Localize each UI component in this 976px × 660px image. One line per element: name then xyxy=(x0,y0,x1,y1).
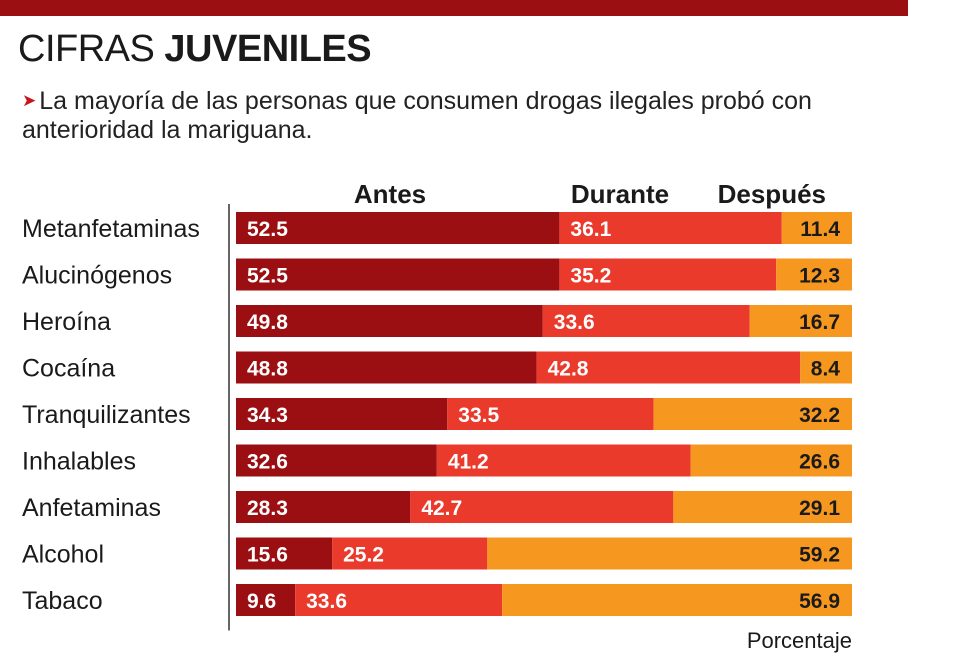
bar-tabaco-durante xyxy=(295,584,503,616)
bar-cocaina-durante xyxy=(536,351,801,384)
data-label-alucinogenos-antes: 52.5 xyxy=(247,265,288,288)
bar-alcohol-despues xyxy=(487,537,852,570)
bar-cocaina-despues xyxy=(800,351,852,384)
subtitle-text: La mayoría de las personas que consumen … xyxy=(22,87,812,144)
data-label-metanfetaminas-durante: 36.1 xyxy=(570,218,611,241)
data-label-tabaco-antes: 9.6 xyxy=(247,590,276,613)
bar-tabaco-despues xyxy=(502,584,852,616)
data-label-cocaina-despues: 8.4 xyxy=(811,358,841,381)
category-label-inhalables: Inhalables xyxy=(22,448,136,476)
unit-label: Porcentaje xyxy=(747,628,852,653)
category-label-metanfetaminas: Metanfetaminas xyxy=(22,215,200,243)
data-label-inhalables-despues: 26.6 xyxy=(799,451,840,474)
data-label-cocaina-antes: 48.8 xyxy=(247,358,288,381)
arrow-icon: ➤ xyxy=(22,91,37,110)
bar-tranquilizantes-antes xyxy=(236,398,448,430)
data-label-heroina-antes: 49.8 xyxy=(247,311,288,334)
subtitle: ➤ La mayoría de las personas que consumen… xyxy=(22,86,882,145)
top-accent-bar xyxy=(0,0,908,16)
data-label-metanfetaminas-antes: 52.5 xyxy=(247,218,288,241)
data-label-anfetaminas-antes: 28.3 xyxy=(247,497,288,520)
data-label-tranquilizantes-antes: 34.3 xyxy=(247,404,288,427)
data-label-alucinogenos-despues: 12.3 xyxy=(799,265,840,288)
bar-alucinogenos-despues xyxy=(776,258,852,291)
data-label-heroina-durante: 33.6 xyxy=(554,311,595,334)
category-label-tranquilizantes: Tranquilizantes xyxy=(22,401,191,429)
category-label-tabaco: Tabaco xyxy=(22,587,103,615)
bar-heroina-durante xyxy=(542,305,750,337)
data-label-tabaco-durante: 33.6 xyxy=(306,590,347,613)
bar-metanfetaminas-despues xyxy=(781,212,852,244)
series-header-despues: Después xyxy=(718,179,826,209)
category-label-anfetaminas: Anfetaminas xyxy=(22,494,161,522)
bar-alucinogenos-durante xyxy=(559,258,777,291)
bar-metanfetaminas-antes xyxy=(236,212,560,244)
bar-metanfetaminas-durante xyxy=(559,212,782,244)
data-label-anfetaminas-despues: 29.1 xyxy=(799,497,840,520)
data-label-cocaina-durante: 42.8 xyxy=(548,358,589,381)
data-label-heroina-despues: 16.7 xyxy=(799,311,840,334)
data-label-tranquilizantes-despues: 32.2 xyxy=(799,404,840,427)
bar-tabaco-antes xyxy=(236,584,296,616)
bar-heroina-antes xyxy=(236,305,543,337)
data-label-inhalables-antes: 32.6 xyxy=(247,451,288,474)
bar-alcohol-antes xyxy=(236,537,333,570)
bar-inhalables-antes xyxy=(236,444,437,477)
category-label-cocaina: Cocaína xyxy=(22,355,115,383)
bar-cocaina-antes xyxy=(236,351,537,384)
bar-anfetaminas-durante xyxy=(410,491,674,523)
series-header-durante: Durante xyxy=(571,179,669,209)
bar-alucinogenos-antes xyxy=(236,258,560,291)
data-label-metanfetaminas-despues: 11.4 xyxy=(800,218,840,241)
bar-tranquilizantes-despues xyxy=(653,398,852,430)
data-label-inhalables-durante: 41.2 xyxy=(448,451,489,474)
data-label-alucinogenos-durante: 35.2 xyxy=(570,265,611,288)
bar-anfetaminas-despues xyxy=(673,491,852,523)
category-label-alucinogenos: Alucinógenos xyxy=(22,262,172,290)
bar-inhalables-durante xyxy=(436,444,691,477)
data-label-tranquilizantes-durante: 33.5 xyxy=(458,404,499,427)
bar-anfetaminas-antes xyxy=(236,491,411,523)
data-label-alcohol-despues: 59.2 xyxy=(799,544,840,567)
category-label-heroina: Heroína xyxy=(22,308,111,336)
title-light: CIFRAS xyxy=(18,28,155,70)
title-bold: JUVENILES xyxy=(164,28,372,70)
bar-alcohol-durante xyxy=(332,537,488,570)
stacked-bar-chart: Antes Durante Después Metanfetaminas 52.5 36.… xyxy=(22,179,852,653)
page-title: CIFRAS JUVENILES xyxy=(18,28,372,71)
data-label-anfetaminas-durante: 42.7 xyxy=(421,497,462,520)
bar-tranquilizantes-durante xyxy=(447,398,654,430)
data-label-alcohol-antes: 15.6 xyxy=(247,544,288,567)
data-label-alcohol-durante: 25.2 xyxy=(343,544,384,567)
data-label-tabaco-despues: 56.9 xyxy=(799,590,840,613)
bar-heroina-despues xyxy=(749,305,852,337)
category-label-alcohol: Alcohol xyxy=(22,541,104,569)
bar-inhalables-despues xyxy=(690,444,852,477)
series-header-antes: Antes xyxy=(354,179,426,209)
